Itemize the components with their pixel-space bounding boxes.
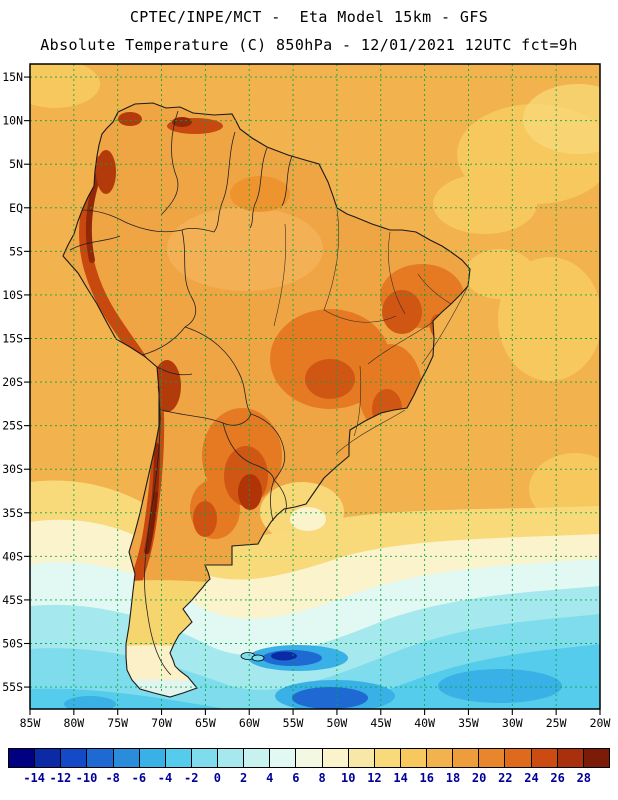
colorbar-tick-label: 14 — [393, 771, 408, 785]
colorbar-tick-label: 10 — [341, 771, 356, 785]
axes: 15N 10N 5N EQ 5S 10S 15S 20S 25S 30S 35S 40S 45S 50S 5… — [2, 70, 610, 730]
title-model-line: CPTEC/INPE/MCT - Eta Model 15km - GFS — [129, 8, 489, 26]
colorbar-segment — [9, 749, 36, 767]
colorbar-tick-label: -8 — [105, 771, 120, 785]
colorbar-tick-label: 16 — [419, 771, 435, 785]
colorbar-segment — [61, 749, 88, 767]
lat-label: 20S — [2, 375, 23, 389]
colorbar-tick-label: 2 — [239, 771, 248, 785]
lat-label: 40S — [2, 549, 23, 563]
colorbar-segment — [583, 749, 609, 767]
map-canvas: 15N 10N 5N EQ 5S 10S 15S 20S 25S 30S 35S 40S 45S 50S 5… — [2, 63, 610, 730]
lat-label: 10N — [2, 114, 23, 128]
lat-label: 10S — [2, 288, 23, 302]
lon-label: 45W — [370, 716, 391, 730]
lon-label: 55W — [283, 716, 304, 730]
title-field-line: Absolute Temperature (C) 850hPa - 12/01/… — [40, 36, 578, 54]
colorbar-tick-label: -10 — [75, 771, 98, 785]
colorbar-segment — [531, 749, 558, 767]
colorbar-segment — [35, 749, 62, 767]
lat-label: EQ — [9, 201, 23, 215]
colorbar-segment — [191, 749, 218, 767]
lon-label: 80W — [63, 716, 84, 730]
colorbar-segment — [400, 749, 427, 767]
lat-label: 50S — [2, 636, 23, 650]
colorbar-segment — [557, 749, 584, 767]
colorbar-segment — [165, 749, 192, 767]
colorbar-segment — [139, 749, 166, 767]
amazon-lowland-shading — [167, 207, 323, 291]
lon-label: 70W — [151, 716, 172, 730]
lat-label: 15N — [2, 70, 23, 84]
colorbar-tick-label: 24 — [524, 771, 539, 785]
colorbar-tick-label: 26 — [550, 771, 565, 785]
lon-label: 85W — [20, 716, 41, 730]
colorbar-segment — [348, 749, 375, 767]
lon-label: 25W — [546, 716, 567, 730]
lon-label: 30W — [502, 716, 523, 730]
lat-label: 35S — [2, 506, 23, 520]
lon-label: 60W — [239, 716, 260, 730]
colorbar-tick-label: 22 — [498, 771, 513, 785]
uruguay-mild-pocket — [260, 482, 344, 542]
colorbar-segment — [505, 749, 532, 767]
colorbar-segment — [113, 749, 140, 767]
colorbar-tick-label: 12 — [367, 771, 382, 785]
colorbar-segment — [87, 749, 114, 767]
lon-label: 50W — [327, 716, 348, 730]
lon-label: 75W — [107, 716, 128, 730]
lat-label: 55S — [2, 680, 23, 694]
colorbar-tick-label: -14 — [23, 771, 46, 785]
colorbar-tick-label: 8 — [318, 771, 326, 785]
colorbar: -14 -12 -10 -8 -6 -4 -2 0 2 4 6 8 10 12 14 16 18 20 22 24 26… — [8, 748, 610, 788]
lat-label: 45S — [2, 593, 23, 607]
lat-label: 5S — [9, 244, 23, 258]
lon-label: 65W — [195, 716, 216, 730]
colorbar-segment — [218, 749, 245, 767]
colorbar-segment — [479, 749, 506, 767]
colorbar-tick-label: 18 — [445, 771, 461, 785]
colorbar-tick-label: -6 — [131, 771, 147, 785]
lat-label: 25S — [2, 419, 23, 433]
colorbar-segments — [8, 748, 610, 768]
lat-label: 15S — [2, 331, 23, 345]
colorbar-tick-label: 6 — [292, 771, 300, 785]
colorbar-segment — [374, 749, 401, 767]
falkland-islands — [240, 652, 265, 662]
colorbar-tick-label: -2 — [183, 771, 199, 785]
colorbar-tick-label: -12 — [49, 771, 72, 785]
lat-label: 30S — [2, 462, 23, 476]
colorbar-segment — [453, 749, 480, 767]
map-frame — [29, 63, 601, 710]
colorbar-segment — [244, 749, 271, 767]
colorbar-tick-label: -4 — [157, 771, 173, 785]
colorbar-segment — [322, 749, 349, 767]
lon-label: 20W — [590, 716, 611, 730]
graticule-grid — [29, 64, 601, 709]
colorbar-tick-label: 0 — [213, 771, 222, 785]
lon-label: 35W — [458, 716, 479, 730]
colorbar-segment — [270, 749, 297, 767]
lat-label: 5N — [9, 157, 23, 171]
colorbar-labels: -14 -12 -10 -8 -6 -4 -2 0 2 4 6 8 10 12 14 16 18 20 22 24 26… — [8, 771, 610, 787]
colorbar-tick-label: 28 — [576, 771, 592, 785]
colorbar-tick-label: 4 — [266, 771, 274, 785]
colorbar-segment — [427, 749, 454, 767]
lon-label: 40W — [414, 716, 435, 730]
colorbar-tick-label: 20 — [471, 771, 487, 785]
colorbar-segment — [296, 749, 323, 767]
